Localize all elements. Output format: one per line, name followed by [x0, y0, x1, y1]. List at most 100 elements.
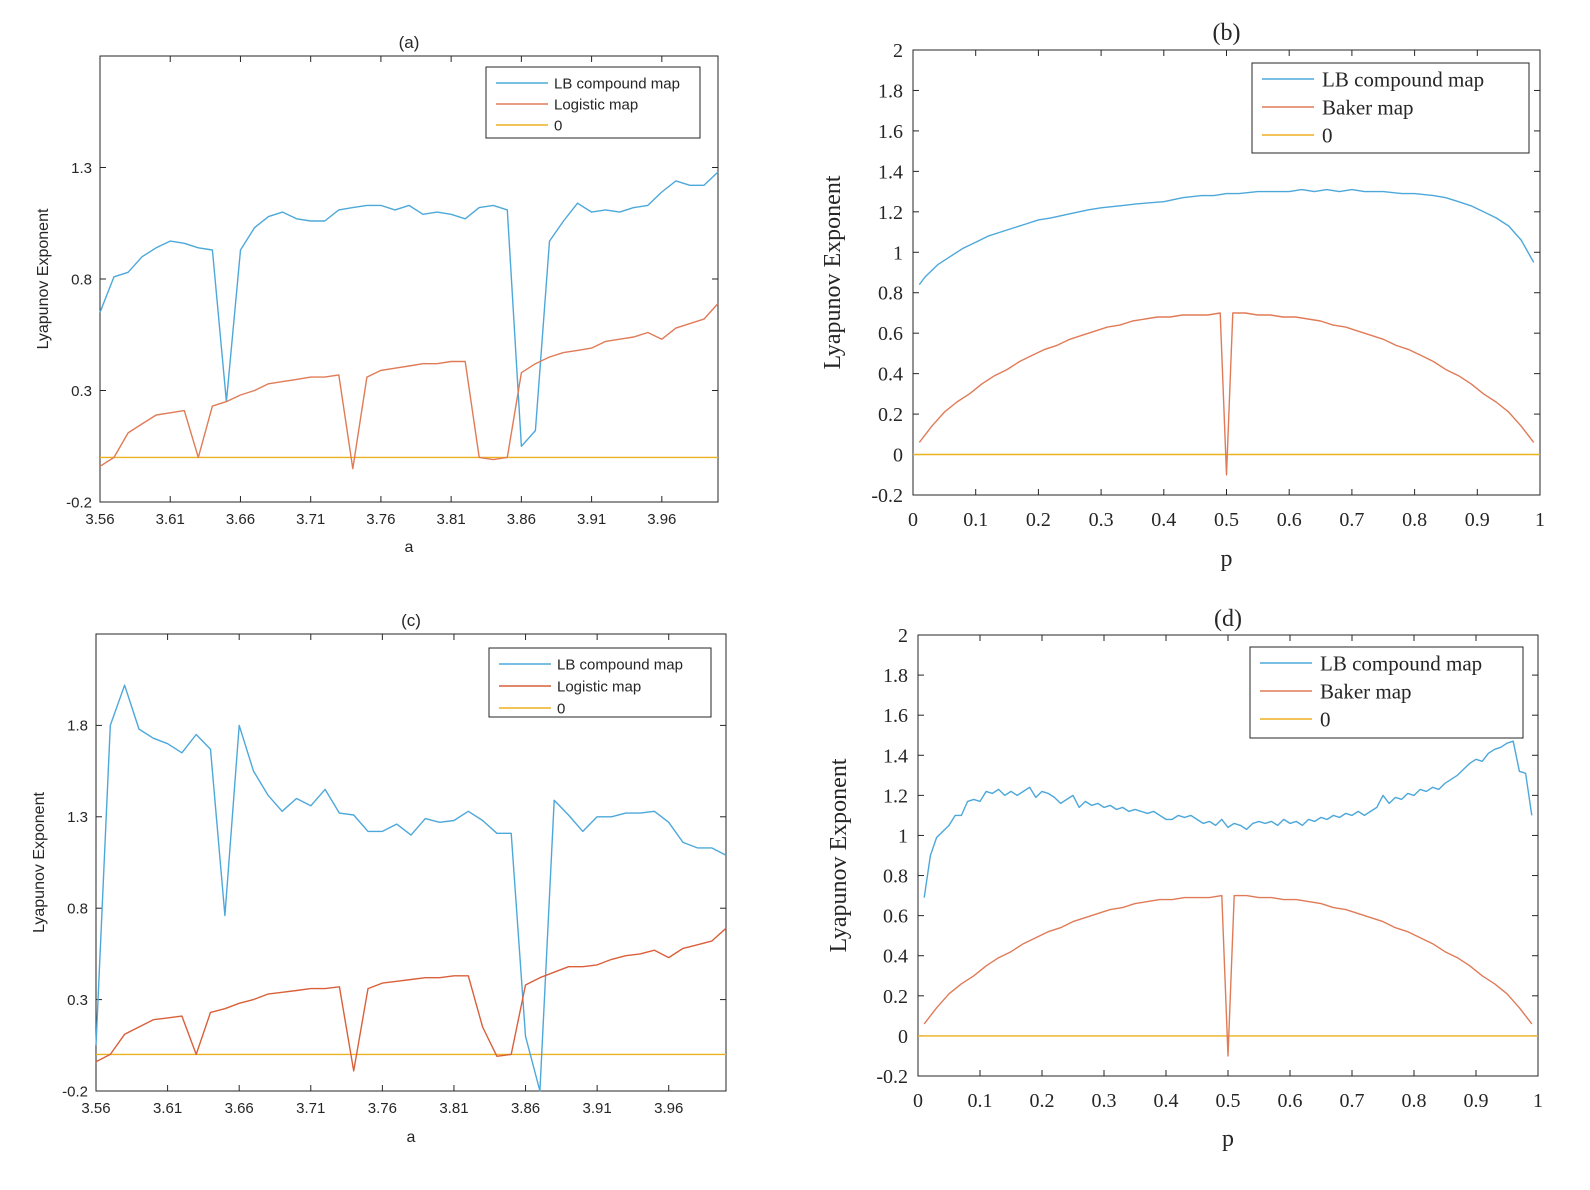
y-tick-label: 1.8: [883, 665, 908, 687]
legend-label-lb-compound-map: LB compound map: [557, 656, 683, 673]
y-tick-label: 1: [893, 242, 903, 264]
legend: LB compound map Logistic map 0: [485, 66, 701, 139]
x-tick-label: 0: [908, 509, 918, 531]
x-tick-label: 1: [1533, 1090, 1543, 1112]
legend: LB compound map Baker map 0: [1251, 62, 1530, 154]
y-tick-label: 1.8: [67, 718, 88, 735]
legend-box: [1249, 646, 1524, 739]
x-tick-label: 3.76: [368, 1100, 397, 1117]
logistic-map-series-line: [99, 303, 719, 470]
legend-label-baker-map: Baker map: [1322, 95, 1414, 119]
y-tick-label: 1.6: [883, 705, 908, 727]
x-tick-label: 3.56: [85, 511, 114, 528]
chart-panel-4: 0 0.1 0.2 0.3 0.4 0.5 0.6 0.7 0.8 0.9 1-0.200.20.4…: [826, 606, 1543, 1152]
baker-map-series-line: [923, 894, 1533, 1057]
y-tick-label: 0.4: [878, 364, 903, 386]
x-tick-label: 3.71: [296, 511, 325, 528]
legend-label-lb-compound-map: LB compound map: [554, 75, 680, 92]
y-tick-label: 1: [898, 825, 908, 847]
x-tick-label: 0.8: [1402, 509, 1427, 531]
y-tick-label: 0: [893, 445, 903, 467]
y-axis-label: Lyapunov Exponent: [826, 758, 852, 952]
x-tick-label: 3.66: [226, 511, 255, 528]
legend-box: [488, 647, 712, 718]
x-tick-label: 0.2: [1030, 1090, 1055, 1112]
y-tick-label: 0.3: [71, 383, 92, 400]
x-tick-label: 0.7: [1340, 1090, 1365, 1112]
y-tick-label: 1.2: [883, 785, 908, 807]
x-tick-label: 3.91: [577, 511, 606, 528]
legend-label-zero: 0: [1322, 123, 1333, 147]
y-tick-label: 1.6: [878, 121, 903, 143]
x-tick-label: 3.91: [583, 1100, 612, 1117]
x-tick-label: 3.76: [366, 511, 395, 528]
chart-title: (b): [1213, 20, 1241, 46]
x-tick-label: 0.4: [1154, 1090, 1179, 1112]
y-tick-label: 0.8: [878, 283, 903, 305]
chart-panel-2: 0 0.1 0.2 0.3 0.4 0.5 0.6 0.7 0.8 0.9 1-0.200.20.4…: [820, 20, 1545, 572]
chart-title: (a): [399, 33, 420, 52]
y-tick-label: -0.2: [876, 1066, 908, 1088]
y-tick-label: 0: [898, 1026, 908, 1048]
x-axis-label: p: [1222, 1126, 1234, 1152]
y-tick-label: 1.4: [883, 745, 908, 767]
x-tick-label: 0.9: [1464, 1090, 1489, 1112]
legend-label-zero: 0: [554, 117, 562, 134]
y-tick-label: 1.3: [71, 160, 92, 177]
legend: LB compound map Logistic map 0: [488, 647, 712, 718]
legend-label-baker-map: Baker map: [1320, 679, 1412, 703]
x-tick-label: 0.8: [1402, 1090, 1427, 1112]
legend-label-logistic-map: Logistic map: [557, 678, 641, 695]
y-tick-label: -0.2: [66, 494, 92, 511]
y-tick-label: 1.8: [878, 80, 903, 102]
x-tick-label: 3.86: [507, 511, 536, 528]
x-tick-label: 3.86: [511, 1100, 540, 1117]
y-tick-label: 0.8: [67, 900, 88, 917]
x-tick-label: 1: [1535, 509, 1545, 531]
chart-panel-1: 3.56 3.61 3.66 3.71 3.76 3.81 3.86 3.91 3.96 -0.2…: [35, 33, 719, 556]
y-tick-label: 2: [898, 625, 908, 647]
y-tick-label: 0.4: [883, 946, 908, 968]
y-tick-label: -0.2: [871, 485, 903, 507]
y-axis-label: Lyapunov Exponent: [820, 175, 846, 369]
chart-title: (c): [401, 611, 421, 630]
x-tick-label: 3.56: [81, 1100, 110, 1117]
y-tick-label: 1.2: [878, 202, 903, 224]
legend-label-lb-compound-map: LB compound map: [1320, 651, 1482, 675]
x-tick-label: 0.4: [1151, 509, 1176, 531]
x-tick-label: 0.9: [1465, 509, 1490, 531]
x-tick-label: 0.6: [1277, 509, 1302, 531]
x-tick-label: 3.81: [437, 511, 466, 528]
y-tick-label: 0.2: [883, 986, 908, 1008]
legend-label-lb-compound-map: LB compound map: [1322, 67, 1484, 91]
chart-title: (d): [1214, 606, 1242, 632]
legend-label-zero: 0: [1320, 707, 1331, 731]
x-tick-label: 0.1: [968, 1090, 993, 1112]
x-tick-label: 0.7: [1339, 509, 1364, 531]
x-axis-label: a: [407, 1129, 416, 1146]
x-tick-label: 0.5: [1214, 509, 1239, 531]
x-axis-label: a: [405, 539, 414, 556]
y-tick-label: 0.3: [67, 992, 88, 1009]
logistic-map-series-line: [95, 927, 727, 1072]
lb-compound-map-series-line: [918, 188, 1535, 286]
x-axis-label: p: [1221, 546, 1233, 572]
baker-map-series-line: [918, 312, 1535, 476]
x-tick-label: 0.1: [963, 509, 988, 531]
y-tick-label: 0.6: [883, 906, 908, 928]
x-tick-label: 3.96: [654, 1100, 683, 1117]
lb-compound-map-series-line: [95, 684, 727, 1092]
x-tick-label: 0.5: [1216, 1090, 1241, 1112]
y-tick-label: 0.6: [878, 323, 903, 345]
x-tick-label: 0.6: [1278, 1090, 1303, 1112]
y-tick-label: 2: [893, 40, 903, 62]
legend-box: [1251, 62, 1530, 154]
x-tick-label: 3.81: [439, 1100, 468, 1117]
y-axis-label: Lyapunov Exponent: [35, 208, 52, 349]
lb-compound-map-series-line: [99, 171, 719, 447]
lb-compound-map-series-line: [923, 740, 1533, 898]
y-tick-label: -0.2: [62, 1083, 88, 1100]
y-tick-label: 0.2: [878, 404, 903, 426]
y-tick-label: 0.8: [883, 866, 908, 888]
